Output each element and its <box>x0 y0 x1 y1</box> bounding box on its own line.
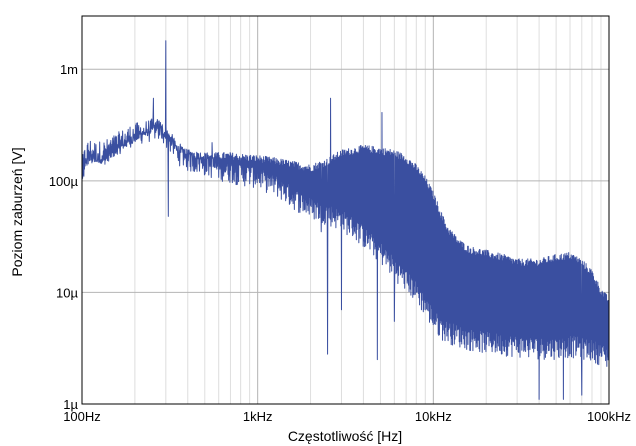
x-axis-title: Częstotliwość [Hz] <box>288 428 402 444</box>
x-tick-label: 100kHz <box>587 409 631 424</box>
spectrum-series-line <box>81 40 610 400</box>
y-tick-label: 100µ <box>49 174 79 189</box>
x-tick-label: 100Hz <box>63 409 101 424</box>
plot-frame <box>81 15 610 405</box>
x-tick-label: 1kHz <box>243 409 273 424</box>
x-tick-label: 10kHz <box>415 409 452 424</box>
y-tick-label: 1µ <box>63 397 78 412</box>
tick-labels: 100Hz 1kHz 10kHz 100kHz 1µ 10µ 100µ 1m <box>49 62 631 424</box>
y-axis-title: Poziom zaburzeń [V] <box>9 147 25 276</box>
y-tick-label: 10µ <box>56 285 78 300</box>
y-tick-label: 1m <box>60 62 78 77</box>
spectrum-trace <box>81 40 610 400</box>
